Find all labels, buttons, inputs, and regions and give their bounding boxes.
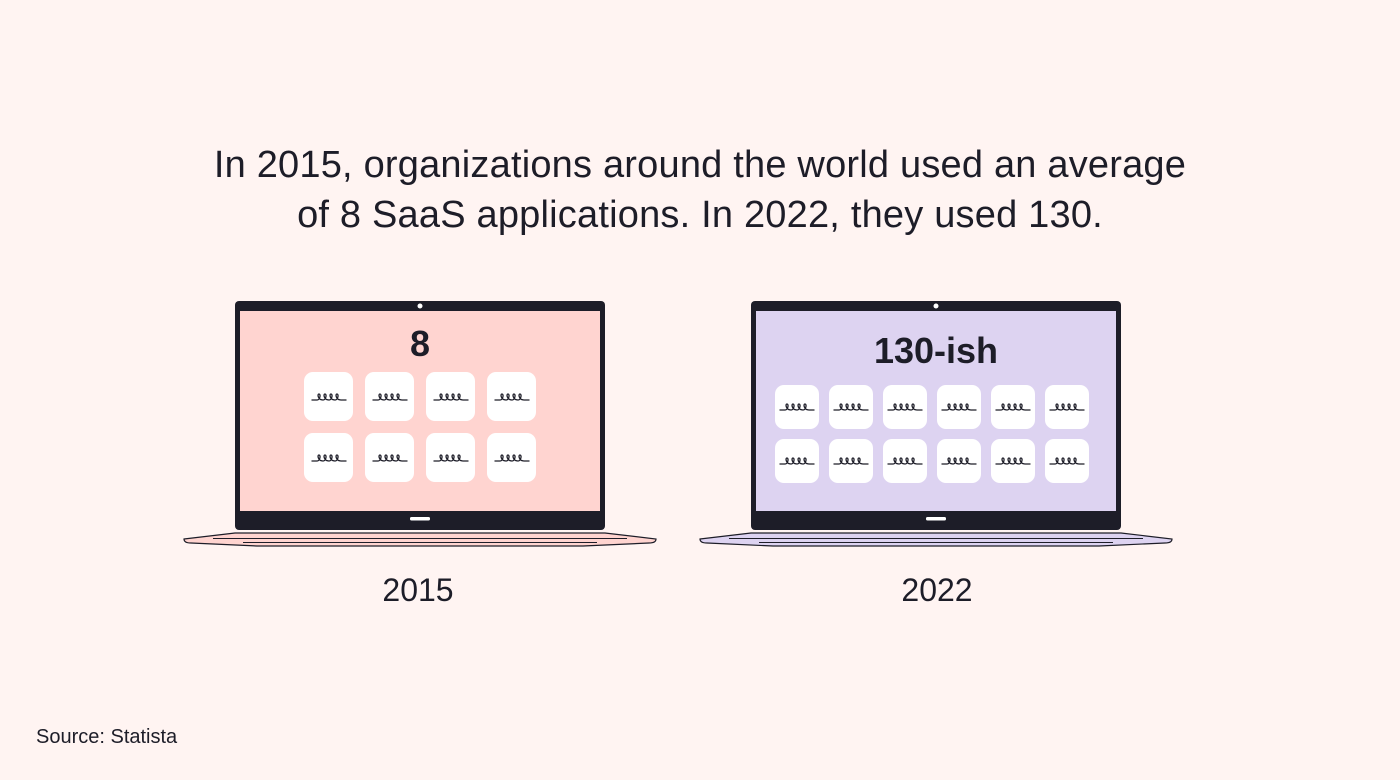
app-tile	[775, 385, 819, 429]
app-tile	[937, 385, 981, 429]
squiggle-icon	[995, 401, 1031, 413]
squiggle-icon	[310, 391, 347, 403]
squiggle-icon	[833, 455, 869, 467]
squiggle-icon	[941, 401, 977, 413]
squiggle-icon	[887, 401, 923, 413]
app-tiles	[775, 385, 1089, 483]
squiggle-icon	[432, 452, 469, 464]
source-note: Source: Statista	[36, 726, 178, 748]
squiggle-icon	[941, 455, 977, 467]
headline-line-1: In 2015, organizations around the world …	[213, 144, 1187, 186]
squiggle-icon	[310, 452, 347, 464]
squiggle-icon	[1049, 455, 1085, 467]
app-tile	[883, 439, 927, 483]
app-tile	[991, 439, 1035, 483]
app-count-label: 130-ish	[873, 330, 999, 371]
app-tile	[487, 433, 536, 482]
laptop-base	[183, 532, 657, 547]
headline-line-2: of 8 SaaS applications. In 2022, they us…	[297, 194, 1103, 236]
squiggle-icon	[887, 455, 923, 467]
app-tile	[829, 439, 873, 483]
app-tiles	[304, 372, 536, 482]
app-tile	[365, 433, 414, 482]
squiggle-icon	[432, 391, 469, 403]
app-tile	[487, 372, 536, 421]
squiggle-icon	[371, 452, 408, 464]
laptop-2015: 8 2015	[183, 300, 657, 610]
app-tile	[991, 385, 1035, 429]
squiggle-icon	[779, 401, 815, 413]
app-tile	[304, 433, 353, 482]
screen-notch-icon	[410, 517, 430, 521]
laptop-screen	[240, 311, 600, 511]
squiggle-icon	[779, 455, 815, 467]
app-tile	[775, 439, 819, 483]
squiggle-icon	[371, 391, 408, 403]
app-tile	[1045, 385, 1089, 429]
squiggle-icon	[493, 452, 530, 464]
app-tile	[883, 385, 927, 429]
webcam-icon	[417, 303, 423, 309]
app-tile	[365, 372, 414, 421]
app-tile	[304, 372, 353, 421]
year-label: 2015	[382, 572, 454, 608]
screen-notch-icon	[926, 517, 946, 521]
webcam-icon	[933, 303, 939, 309]
app-tile	[829, 385, 873, 429]
laptop-base	[699, 532, 1173, 547]
squiggle-icon	[833, 401, 869, 413]
squiggle-icon	[1049, 401, 1085, 413]
app-tile	[937, 439, 981, 483]
laptop-2022: 130-ish 2022	[699, 300, 1173, 610]
app-tile	[426, 372, 475, 421]
app-count-label: 8	[409, 323, 431, 364]
squiggle-icon	[995, 455, 1031, 467]
headline: In 2015, organizations around the world …	[0, 140, 1400, 240]
year-label: 2022	[901, 572, 973, 608]
app-tile	[1045, 439, 1089, 483]
squiggle-icon	[493, 391, 530, 403]
app-tile	[426, 433, 475, 482]
